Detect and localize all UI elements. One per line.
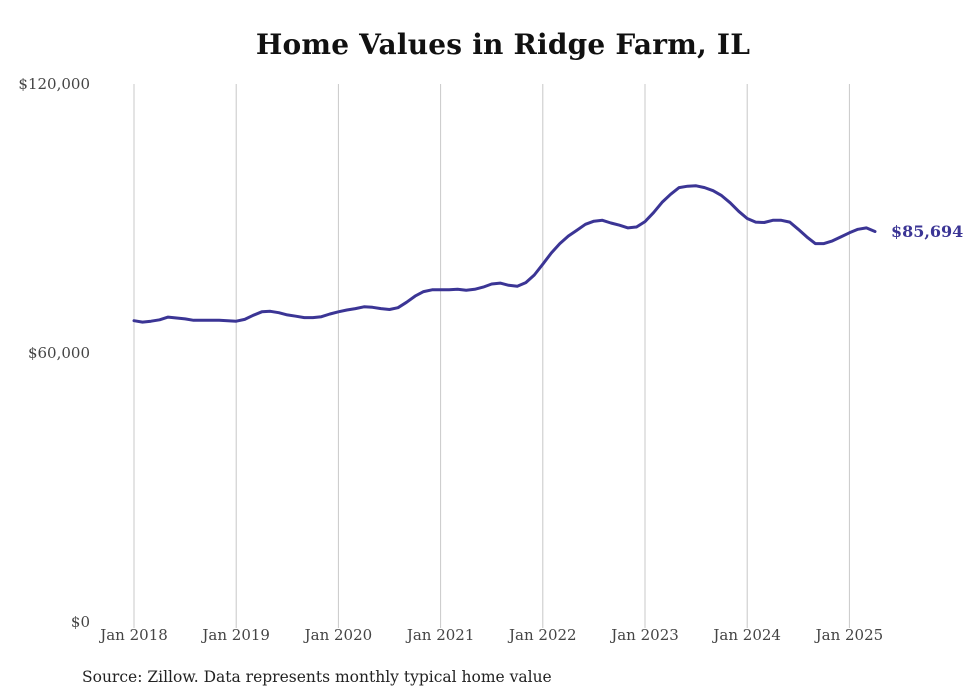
x-axis: Jan 2018 Jan 2019 Jan 2020 Jan 2021 Jan 2022… <box>98 626 883 644</box>
series-line <box>132 184 877 324</box>
x-tick-label: Jan 2021 <box>405 626 475 644</box>
x-tick-label: Jan 2022 <box>507 626 577 644</box>
gridlines <box>133 84 850 628</box>
x-tick-label: Jan 2023 <box>609 626 679 644</box>
x-tick-label: Jan 2020 <box>303 626 373 644</box>
y-tick-label: $60,000 <box>28 344 90 362</box>
y-tick-label: $120,000 <box>18 75 90 93</box>
x-tick-label: Jan 2019 <box>200 626 270 644</box>
y-tick-label: $0 <box>71 613 90 631</box>
chart-title: Home Values in Ridge Farm, IL <box>255 28 751 61</box>
source-note: Source: Zillow. Data represents monthly … <box>82 668 552 686</box>
y-axis: $0 $60,000 $120,000 <box>18 75 90 631</box>
end-value-label: $85,694 <box>891 222 963 241</box>
x-tick-label: Jan 2024 <box>711 626 781 644</box>
x-tick-label: Jan 2025 <box>814 626 884 644</box>
x-tick-label: Jan 2018 <box>98 626 168 644</box>
series-layer: $85,694 <box>132 184 963 324</box>
